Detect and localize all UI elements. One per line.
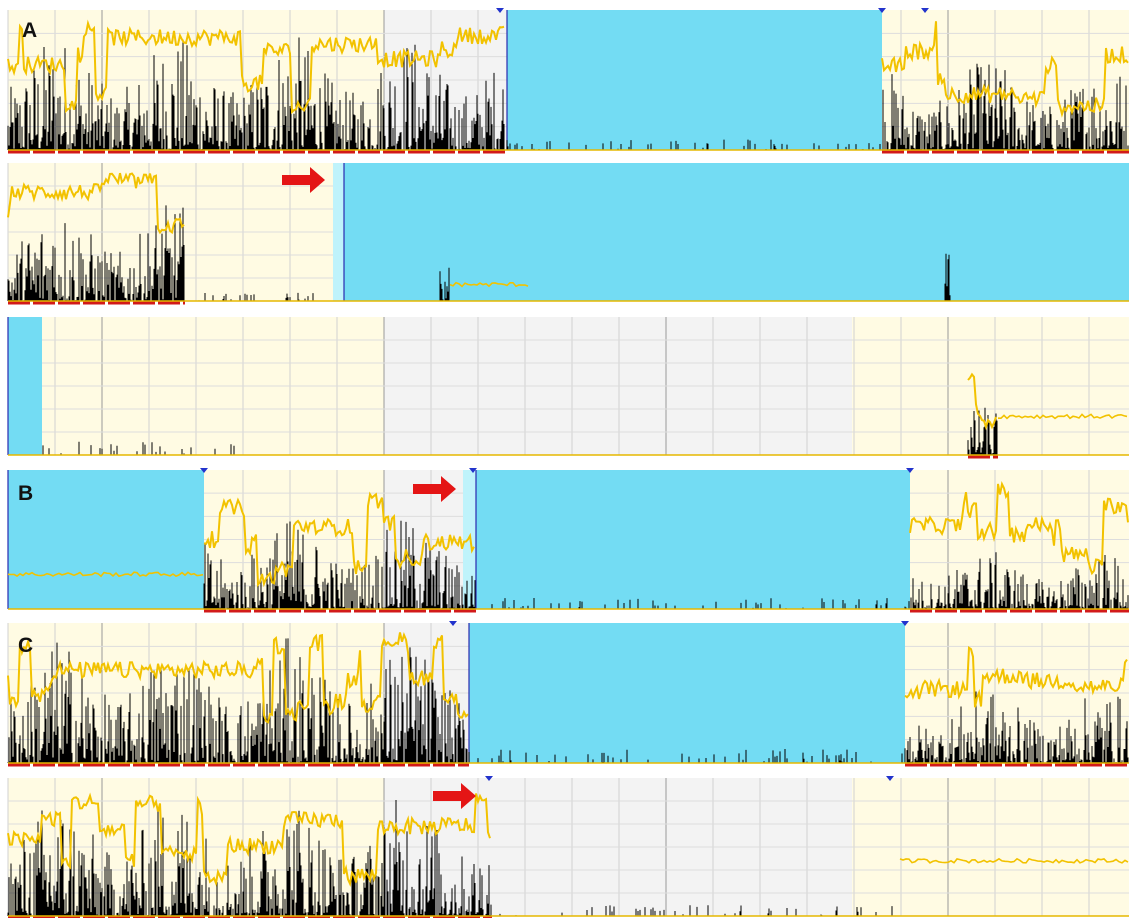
event-marker bbox=[496, 8, 504, 13]
red-arrow bbox=[282, 167, 325, 193]
light-trace bbox=[904, 645, 1128, 708]
off-wrist-region bbox=[344, 163, 1129, 301]
off-wrist-region bbox=[8, 317, 42, 455]
event-marker bbox=[200, 468, 208, 473]
light-trace bbox=[7, 172, 185, 235]
red-arrow bbox=[433, 783, 476, 809]
light-trace bbox=[7, 631, 469, 724]
event-marker bbox=[878, 8, 886, 13]
transition-region bbox=[333, 163, 344, 301]
actogram-strip bbox=[7, 621, 1129, 767]
light-trace bbox=[997, 413, 1128, 420]
actogram-strip bbox=[7, 317, 1129, 459]
event-marker bbox=[469, 468, 477, 473]
light-trace bbox=[909, 480, 1129, 576]
off-wrist-region bbox=[469, 623, 905, 763]
event-marker bbox=[906, 468, 914, 473]
off-wrist-region bbox=[8, 470, 204, 609]
panel-label: C bbox=[18, 634, 33, 657]
panel-label: B bbox=[18, 482, 33, 505]
event-marker bbox=[901, 621, 909, 626]
actogram-strip bbox=[7, 8, 1129, 154]
light-trace bbox=[881, 21, 1129, 118]
light-trace bbox=[7, 19, 505, 115]
light-trace bbox=[7, 792, 491, 887]
off-wrist-region bbox=[476, 470, 910, 609]
actogram-strip bbox=[7, 468, 1129, 613]
light-trace bbox=[7, 571, 204, 578]
light-trace bbox=[967, 372, 997, 431]
activity-bars bbox=[7, 799, 893, 916]
panel-labels: A B C bbox=[18, 19, 37, 657]
event-marker bbox=[485, 776, 493, 781]
panel-label: A bbox=[22, 19, 37, 42]
event-marker bbox=[886, 776, 894, 781]
light-trace bbox=[449, 281, 529, 288]
light-trace bbox=[899, 857, 1129, 864]
red-arrow bbox=[413, 476, 456, 502]
event-marker bbox=[449, 621, 457, 626]
actogram-strip bbox=[7, 776, 1129, 918]
activity-bars bbox=[42, 407, 998, 455]
light-trace bbox=[203, 491, 475, 588]
actogram-strips bbox=[7, 8, 1129, 918]
actogram-strip bbox=[7, 163, 1129, 305]
event-marker bbox=[921, 8, 929, 13]
off-wrist-region bbox=[507, 10, 882, 150]
